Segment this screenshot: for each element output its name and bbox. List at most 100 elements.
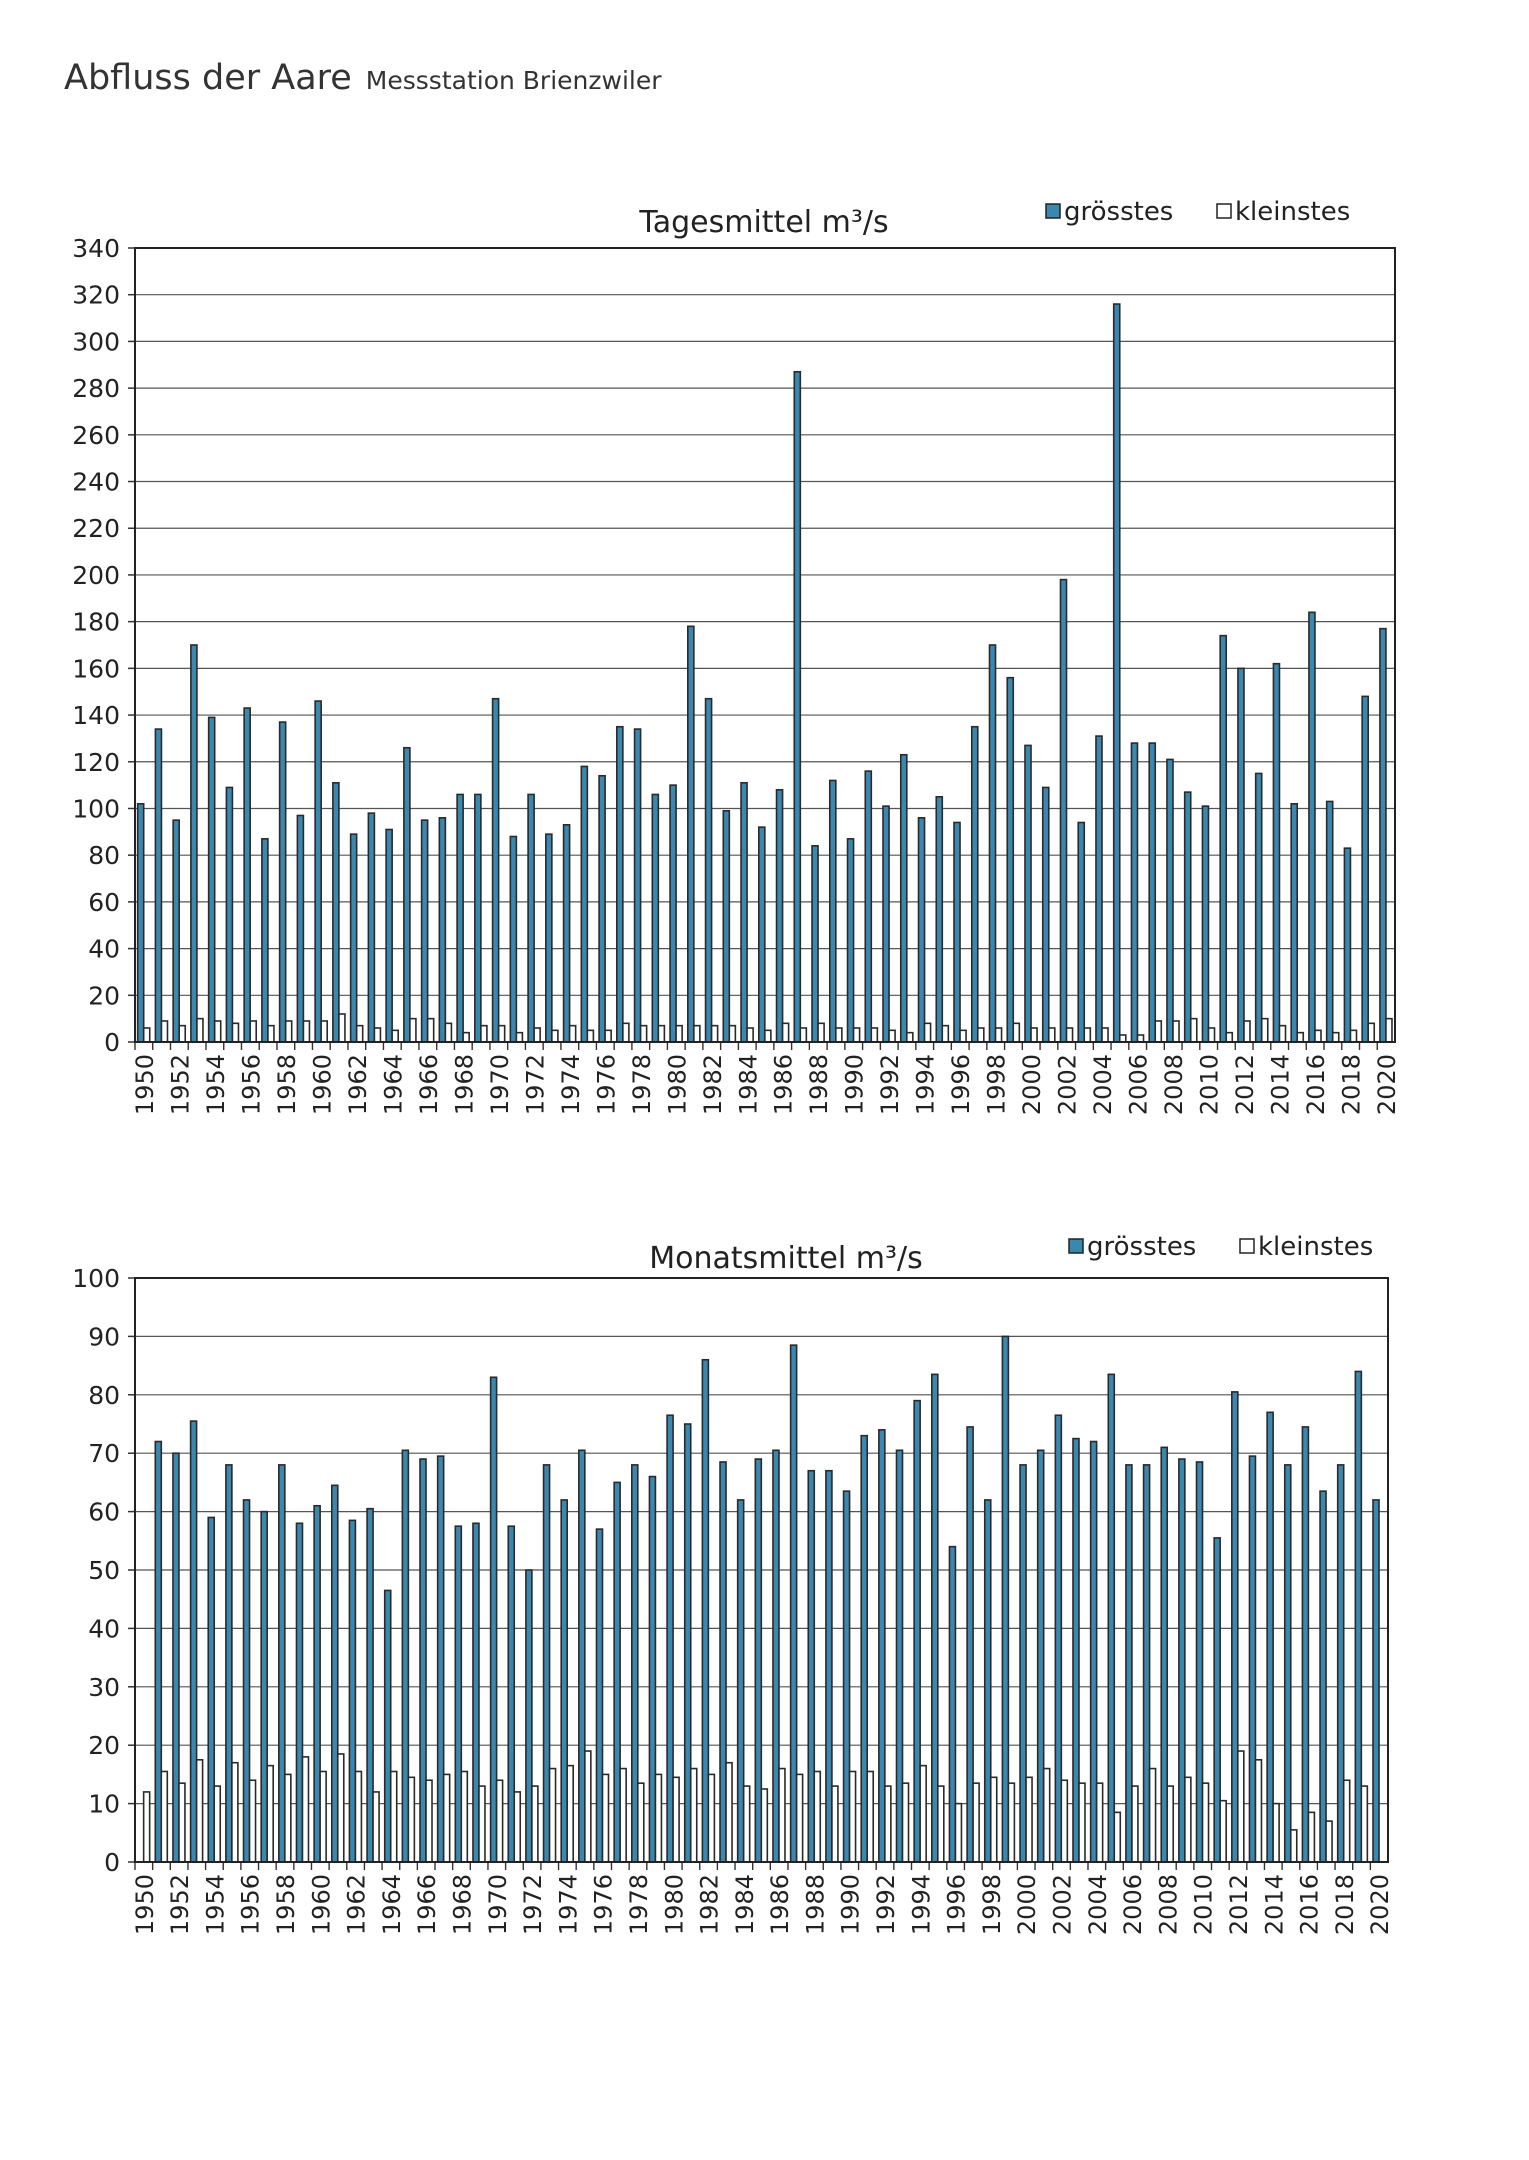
bar-kleinstes [266,1764,274,1863]
bar-kleinstes [760,1788,769,1863]
bar-kleinstes [1254,1759,1263,1863]
bar-kleinstes [778,1767,786,1863]
x-tick-label: 1964 [379,1054,407,1115]
bar-groesstes [1354,1370,1363,1863]
bar-groesstes [474,793,482,1043]
bar-groesstes [1112,303,1121,1043]
bar-groesstes [225,786,234,1043]
bar-groesstes [1001,1335,1010,1863]
bar-groesstes [722,810,731,1043]
bar-kleinstes [319,1770,327,1863]
bar-groesstes [633,728,642,1043]
bar-kleinstes [813,1770,822,1863]
title-text: Abfluss der Aare [64,58,352,98]
bar-groesstes [1077,821,1086,1043]
bar-groesstes [330,1484,339,1863]
page-title: Abfluss der Aare Messstation Brienzwiler [64,58,662,98]
bar-kleinstes [654,1773,663,1863]
bar-kleinstes [923,1022,932,1043]
bar-kleinstes [178,1024,187,1043]
bar-kleinstes [866,1770,875,1863]
bar-kleinstes [972,1782,980,1863]
bar-groesstes [825,1469,833,1863]
bar-kleinstes [444,1022,453,1043]
bar-groesstes [366,1507,374,1863]
bar-kleinstes [142,1027,151,1043]
bar-groesstes [970,725,979,1043]
bar-groesstes [438,817,447,1043]
bar-kleinstes [586,1029,595,1043]
x-tick-label: 1964 [378,1874,406,1935]
x-tick-label: 1978 [625,1874,653,1935]
legend-label-kleinstes: kleinstes [1258,1232,1373,1262]
y-tick-label: 100 [72,1264,120,1293]
y-tick-label: 260 [72,421,120,450]
x-tick-label: 1960 [308,1054,336,1115]
bar-groesstes [383,1589,392,1863]
x-tick-label: 1988 [801,1874,829,1935]
bar-groesstes [983,1499,992,1863]
bar-groesstes [1301,1426,1310,1863]
bar-groesstes [1231,1391,1239,1863]
bar-groesstes [1219,634,1228,1043]
y-tick-label: 20 [88,981,120,1010]
bar-groesstes [846,838,855,1043]
bar-kleinstes [302,1020,311,1043]
bar-kleinstes [301,1756,310,1863]
bar-groesstes [1130,742,1139,1043]
y-tick-label: 60 [88,1498,120,1527]
legend: grösstes kleinstes [1045,197,1350,227]
bar-groesstes [489,1376,498,1863]
bar-kleinstes [1237,1750,1245,1863]
bar-groesstes [772,1449,780,1863]
bar-groesstes [1283,1464,1292,1863]
bar-groesstes [651,793,660,1043]
bar-kleinstes [672,1776,680,1863]
x-tick-label: 2020 [1373,1054,1401,1115]
bar-kleinstes [338,1013,346,1043]
bar-groesstes [775,788,784,1043]
bar-kleinstes [1314,1029,1322,1043]
legend: grösstes kleinstes [1068,1232,1373,1262]
bar-groesstes [1059,578,1068,1043]
bar-kleinstes [976,1027,985,1043]
bar-kleinstes [196,1017,204,1043]
bar-groesstes [562,824,571,1043]
bar-groesstes [401,1449,410,1863]
bar-kleinstes [795,1773,804,1863]
bar-kleinstes [248,1779,257,1863]
bar-groesstes [895,1449,904,1863]
x-tick-label: 1998 [978,1874,1006,1935]
x-tick-label: 1958 [272,1874,300,1935]
bar-groesstes [260,1510,268,1863]
chart-title: Monatsmittel m³/s [649,1241,922,1276]
x-tick-label: 1952 [166,1054,194,1115]
x-tick-label: 2002 [1049,1874,1077,1935]
bar-groesstes [313,1504,321,1863]
bar-kleinstes [1148,1767,1157,1863]
bar-groesstes [1195,1461,1204,1863]
bar-kleinstes [1118,1034,1127,1043]
bar-kleinstes [1030,1027,1038,1043]
bar-groesstes [842,1490,851,1863]
bar-kleinstes [1012,1022,1021,1043]
bar-kleinstes [1349,1029,1358,1043]
x-tick-label: 1982 [696,1874,724,1935]
bar-groesstes [1248,1455,1257,1863]
bar-groesstes [613,1481,621,1863]
bar-kleinstes [1260,1017,1269,1043]
bar-groesstes [913,1399,921,1863]
bar-groesstes [1107,1373,1116,1863]
bar-groesstes [296,814,305,1043]
bar-groesstes [704,697,713,1043]
x-tick-label: 1976 [590,1874,618,1935]
bar-kleinstes [480,1024,488,1043]
bar-groesstes [1142,1464,1151,1863]
y-tick-label: 0 [104,1028,120,1057]
bar-groesstes [1006,676,1015,1043]
bar-groesstes [491,697,500,1043]
y-tick-label: 200 [72,561,120,590]
bar-groesstes [509,835,518,1043]
bar-groesstes [701,1358,710,1863]
bar-kleinstes [1189,1017,1198,1043]
